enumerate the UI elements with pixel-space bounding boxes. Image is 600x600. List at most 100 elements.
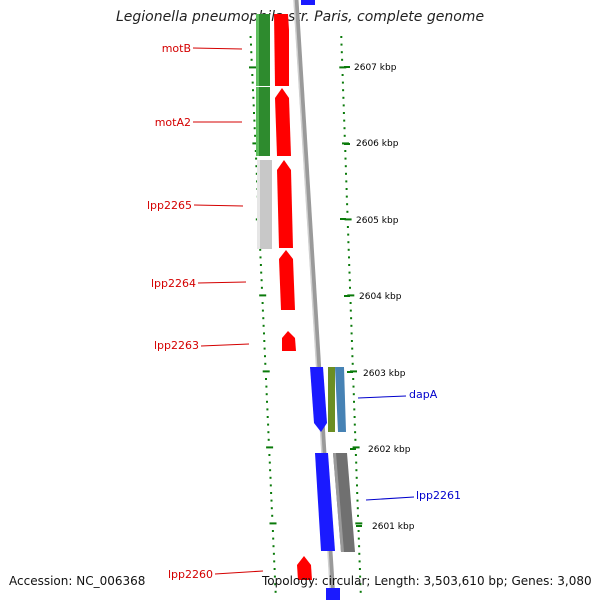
right-track-tick (347, 248, 350, 251)
label-lpp2265[interactable]: lpp2265 (147, 199, 192, 212)
label-motA2[interactable]: motA2 (155, 116, 191, 129)
left-track-tick (272, 552, 275, 555)
label-lpp2261[interactable]: lpp2261 (416, 489, 461, 502)
left-track-tick (255, 172, 258, 175)
right-track-tick (359, 590, 362, 593)
left-track-tick (253, 119, 256, 122)
label-motB[interactable]: motB (162, 42, 191, 55)
left-track-tick (251, 81, 254, 84)
right-track-tick (352, 446, 360, 449)
left-track-tick (251, 74, 254, 76)
gene-blue-bottom[interactable] (326, 588, 340, 600)
left-track-tick (265, 385, 268, 388)
gene-features[interactable] (256, 0, 355, 600)
right-track-tick (353, 408, 356, 411)
left-track-tick (264, 362, 267, 365)
left-track-tick (250, 51, 253, 54)
label-dapA[interactable]: dapA (409, 388, 438, 401)
scale-label-2606: 2606 kbp (356, 139, 399, 149)
left-track-tick (272, 537, 275, 540)
right-track-tick (358, 545, 361, 548)
left-track-tick (255, 157, 258, 160)
left-track-tick (263, 332, 265, 335)
gene-blue-top[interactable] (301, 0, 315, 5)
gene-lpp2260[interactable] (297, 556, 312, 580)
left-track-tick (272, 545, 275, 548)
right-track-tick (347, 233, 350, 236)
right-track-tick (347, 294, 355, 297)
left-track-tick (269, 476, 272, 479)
right-track-tick (344, 218, 352, 221)
right-track-tick (340, 36, 343, 38)
gene-motA2[interactable] (256, 87, 270, 156)
left-track-tick (263, 340, 266, 342)
right-track-tick (350, 317, 353, 320)
label-lpp2260[interactable]: lpp2260 (168, 568, 213, 581)
gene-lpp2263[interactable] (282, 331, 296, 351)
right-track-tick (345, 172, 347, 175)
left-track-tick (250, 43, 252, 46)
gene-lpp2265[interactable] (257, 160, 272, 249)
left-track-tick (249, 36, 252, 38)
right-track-tick (353, 416, 356, 418)
right-track-tick (352, 393, 355, 396)
gene-olive[interactable] (328, 367, 335, 432)
right-track-tick (350, 370, 357, 373)
gene-dapA[interactable] (335, 367, 346, 432)
right-track-tick (356, 492, 359, 494)
right-track-tick (342, 112, 345, 114)
left-track-tick (249, 66, 256, 69)
left-track-tick (259, 294, 267, 297)
accession-text: Accession: NC_006368 (9, 574, 146, 588)
gene-blue-1[interactable] (310, 367, 327, 432)
gene-lpp2261[interactable] (333, 453, 355, 552)
left-track-tick (260, 286, 263, 289)
left-track-tick (267, 438, 270, 441)
gene-motB-shade (256, 14, 259, 86)
right-track-tick (342, 104, 345, 107)
left-track-tick (250, 58, 253, 61)
scale-label-2604: 2604 kbp (359, 292, 402, 302)
right-track-tick (345, 195, 348, 198)
left-track-tick (260, 271, 263, 274)
left-track-tick (252, 104, 255, 107)
left-track-tick (253, 127, 256, 130)
scale-labels: 2607 kbp 2606 kbp 2605 kbp 2604 kbp 2603… (340, 63, 415, 532)
gene-motB[interactable] (256, 14, 270, 86)
leader-lpp2264 (197, 281, 247, 284)
label-lpp2264[interactable]: lpp2264 (151, 277, 196, 290)
right-track-tick (343, 127, 346, 130)
gene-red-2[interactable] (275, 88, 291, 156)
left-track-tick (273, 575, 276, 578)
left-track-tick (261, 302, 264, 304)
right-track-tick (348, 279, 351, 282)
left-track-tick (261, 309, 264, 312)
right-track-tick (358, 568, 361, 570)
gene-blue-2[interactable] (315, 453, 335, 551)
left-track-tick (273, 568, 276, 570)
right-track-tick (341, 74, 344, 76)
right-track-tick (344, 150, 347, 152)
left-track-tick (268, 454, 271, 456)
right-track-tick (358, 552, 361, 555)
left-track-tick (267, 423, 270, 426)
gene-labels: motB motA2 lpp2265 lpp2264 lpp2263 lpp22… (147, 42, 461, 581)
right-track-tick (347, 241, 350, 244)
right-track-tick (354, 431, 357, 434)
left-track-tick (269, 484, 272, 487)
right-track-tick (359, 575, 362, 578)
leader-dapA (357, 395, 407, 399)
right-track-tick (353, 400, 355, 403)
right-track-tick (356, 507, 359, 510)
gene-lpp2264[interactable] (279, 250, 295, 310)
gene-red-1[interactable] (274, 14, 289, 86)
label-lpp2263[interactable]: lpp2263 (154, 339, 199, 352)
right-track-tick (346, 210, 349, 213)
gene-red-3[interactable] (277, 160, 293, 248)
right-track-tick (355, 461, 358, 464)
right-track-tick (355, 469, 358, 472)
left-track-tick (267, 431, 270, 434)
left-track-tick (266, 446, 274, 449)
right-track-tick (348, 256, 350, 259)
